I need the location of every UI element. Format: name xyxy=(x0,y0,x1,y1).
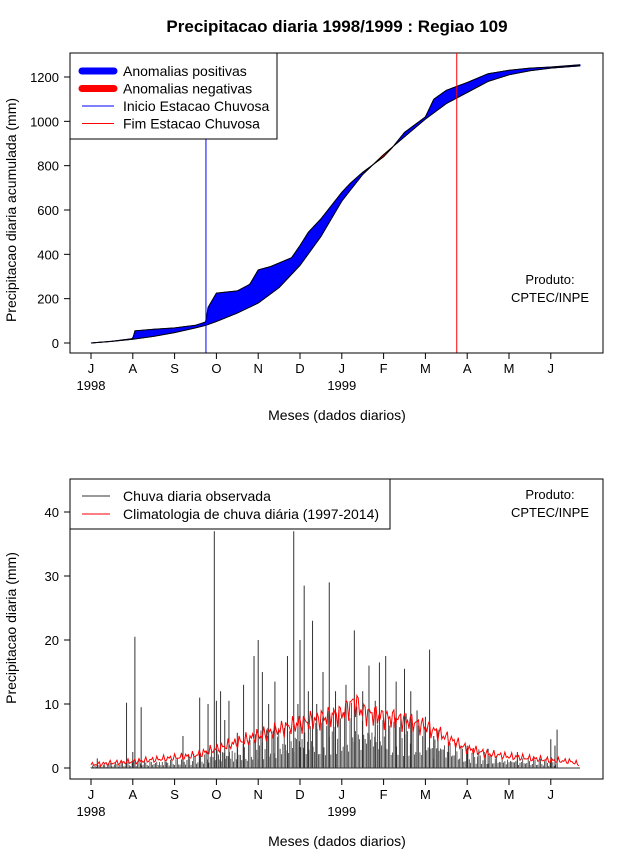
legend-label: Anomalias negativas xyxy=(123,81,252,97)
legend-box xyxy=(69,52,278,140)
y-axis-label: Precipitacao diaria acumulada (mm) xyxy=(3,98,19,322)
x-tick-label: M xyxy=(504,787,515,802)
y-tick-label: 0 xyxy=(52,761,59,776)
x-tick-label: A xyxy=(128,787,137,802)
positive-anomaly-area xyxy=(90,164,374,344)
y-tick-label: 1200 xyxy=(30,70,59,85)
product-source: CPTEC/INPE xyxy=(511,290,589,305)
year-label: 1998 xyxy=(77,378,106,393)
x-tick-label: J xyxy=(88,787,95,802)
x-tick-label: M xyxy=(420,361,431,376)
x-tick-label: J xyxy=(88,361,95,376)
x-tick-label: J xyxy=(339,787,346,802)
year-label: 1998 xyxy=(77,804,106,819)
observed-cumulative-line xyxy=(90,64,581,344)
x-tick-label: A xyxy=(128,361,137,376)
y-tick-label: 200 xyxy=(37,292,59,307)
legend-label: Anomalias positivas xyxy=(123,63,247,79)
y-tick-label: 30 xyxy=(45,569,59,584)
y-tick-label: 40 xyxy=(45,505,59,520)
x-axis-label: Meses (dados diarios) xyxy=(268,407,406,423)
climatology-cumulative-line xyxy=(90,65,581,344)
x-tick-label: J xyxy=(339,361,346,376)
x-tick-label: M xyxy=(504,361,515,376)
climatology-daily-line xyxy=(90,693,580,768)
product-label: Produto: xyxy=(525,272,574,287)
x-tick-label: F xyxy=(380,787,388,802)
x-tick-label: N xyxy=(254,787,263,802)
x-tick-label: D xyxy=(295,361,304,376)
legend-box xyxy=(69,478,391,530)
legend-label: Chuva diaria observada xyxy=(123,488,271,504)
cumulative-panel: Anomalias positivas Anomalias negativasIn… xyxy=(3,52,604,423)
daily-panel: Chuva diaria observada Climatologia de ch… xyxy=(3,478,604,849)
y-tick-label: 800 xyxy=(37,159,59,174)
legend-label: Fim Estacao Chuvosa xyxy=(123,116,260,132)
figure-title: Precipitacao diaria 1998/1999 : Regiao 1… xyxy=(166,17,507,36)
y-tick-label: 0 xyxy=(52,336,59,351)
x-tick-label: O xyxy=(211,361,221,376)
x-tick-label: S xyxy=(170,787,179,802)
x-tick-label: O xyxy=(211,787,221,802)
x-tick-label: A xyxy=(463,361,472,376)
y-tick-label: 600 xyxy=(37,203,59,218)
x-tick-label: D xyxy=(295,787,304,802)
positive-anomaly-area xyxy=(393,64,581,147)
product-source: CPTEC/INPE xyxy=(511,505,589,520)
x-axis-label: Meses (dados diarios) xyxy=(268,833,406,849)
x-tick-label: A xyxy=(463,787,472,802)
y-tick-label: 20 xyxy=(45,633,59,648)
y-axis-label: Precipitacao diaria (mm) xyxy=(3,552,19,704)
x-tick-label: M xyxy=(420,787,431,802)
year-label: 1999 xyxy=(327,378,356,393)
product-label: Produto: xyxy=(525,487,574,502)
x-tick-label: J xyxy=(548,361,555,376)
y-tick-label: 10 xyxy=(45,697,59,712)
y-tick-label: 400 xyxy=(37,247,59,262)
y-tick-label: 1000 xyxy=(30,114,59,129)
x-tick-label: S xyxy=(170,361,179,376)
x-tick-label: F xyxy=(380,361,388,376)
year-label: 1999 xyxy=(327,804,356,819)
legend-label: Climatologia de chuva diária (1997-2014) xyxy=(123,506,379,522)
x-tick-label: J xyxy=(548,787,555,802)
legend-label: Inicio Estacao Chuvosa xyxy=(123,98,270,114)
x-tick-label: N xyxy=(254,361,263,376)
